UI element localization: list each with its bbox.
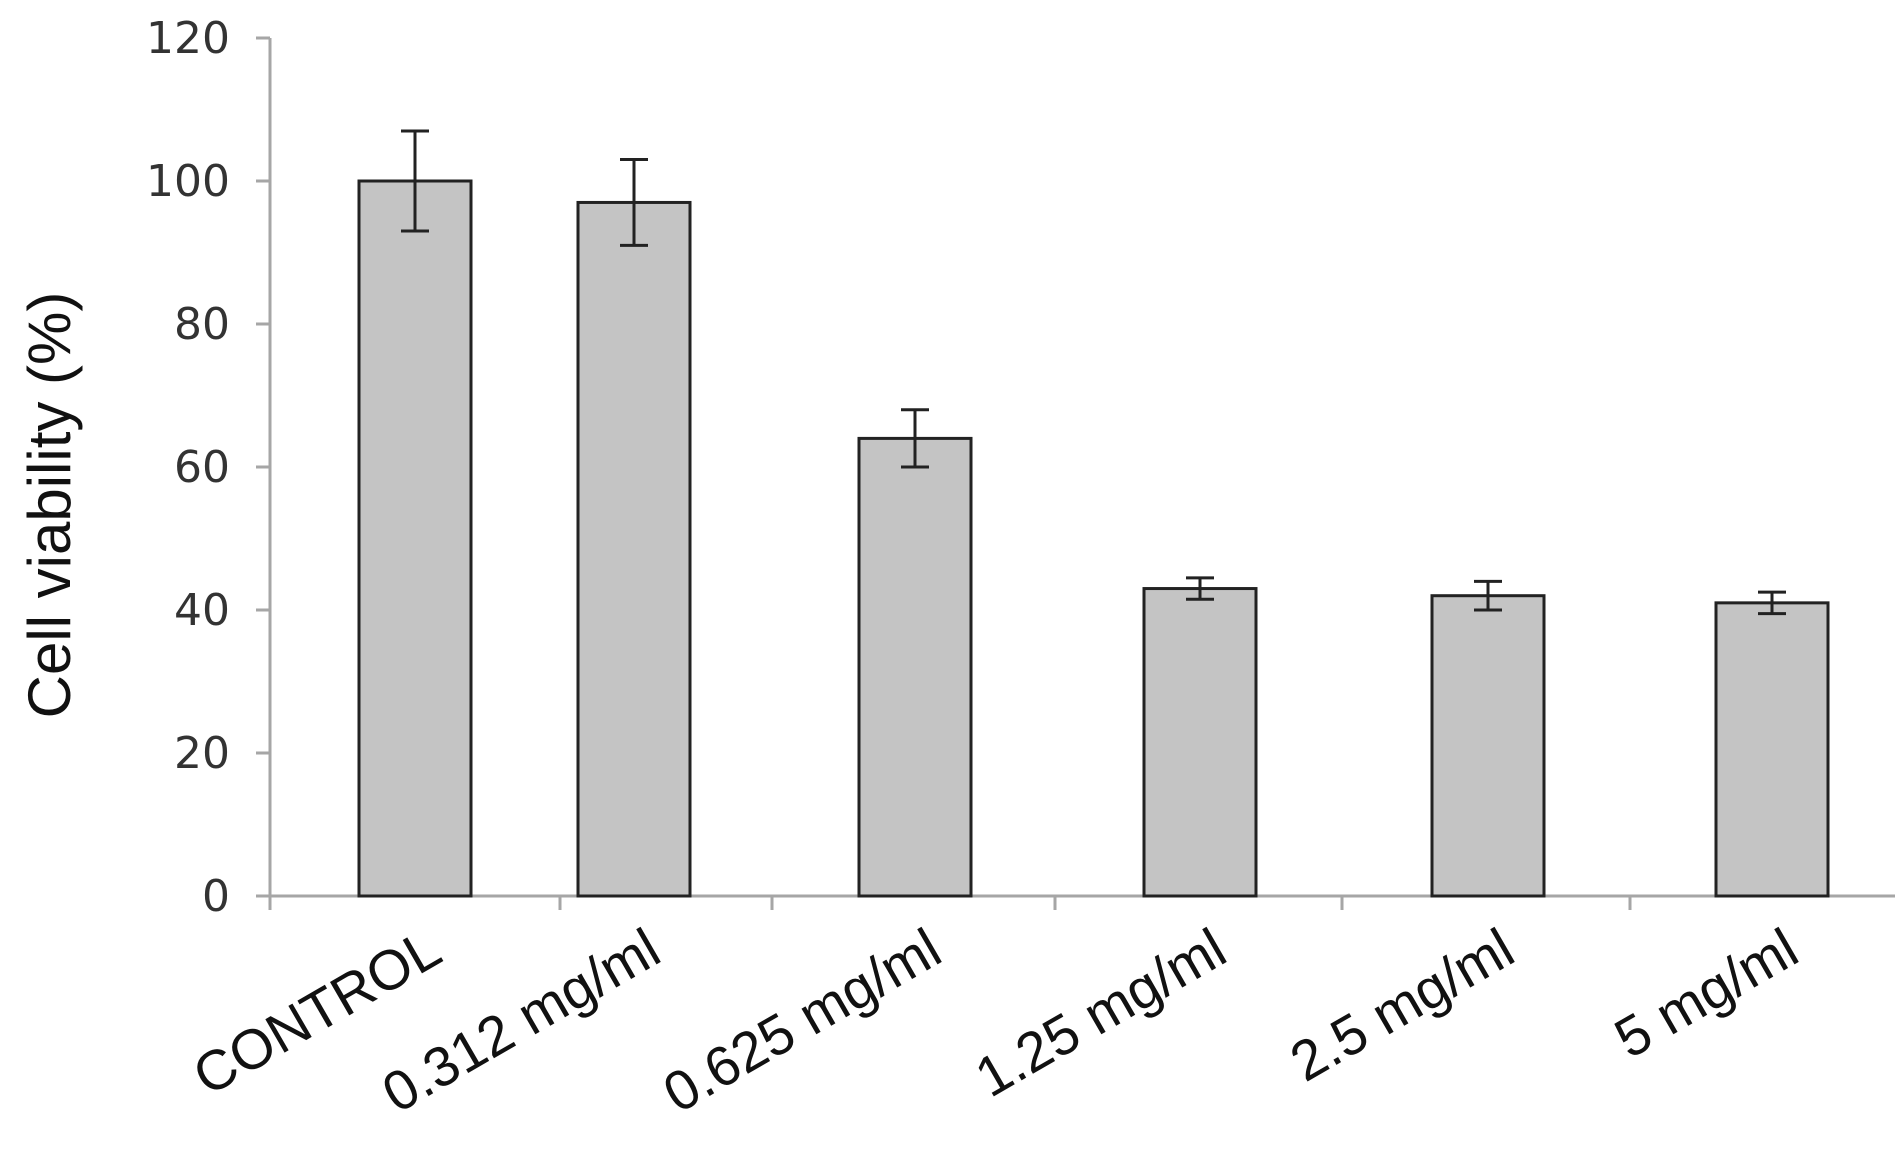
bar (857, 436, 973, 898)
bar (1142, 587, 1258, 898)
error-bar (1186, 576, 1214, 601)
x-tick-label: 1.25 mg/ml (965, 916, 1236, 1109)
y-tick-label: 100 (146, 156, 230, 207)
y-tick-label: 120 (146, 13, 230, 64)
x-tick-label: 5 mg/ml (1604, 916, 1808, 1070)
x-tick-label: 2.5 mg/ml (1280, 916, 1524, 1093)
y-tick-label: 60 (174, 442, 230, 493)
error-bar (901, 408, 929, 469)
y-axis-title: Cell viability (%) (16, 292, 83, 719)
y-tick-label: 0 (202, 871, 230, 922)
bar (1430, 594, 1546, 898)
bar (1714, 601, 1830, 898)
bars (357, 179, 1830, 898)
error-bars (401, 129, 1786, 616)
error-bar (401, 129, 429, 233)
x-tick-label: 0.625 mg/ml (653, 916, 951, 1125)
y-tick-label: 40 (174, 585, 230, 636)
error-bar (620, 158, 648, 247)
y-axis-ticks: 0 20 40 60 80 100 120 (146, 13, 270, 922)
y-tick-label: 20 (174, 728, 230, 779)
axes (268, 38, 1895, 910)
error-bar (1474, 579, 1502, 612)
error-bar (1758, 590, 1786, 616)
bar (357, 179, 473, 898)
y-tick-label: 80 (174, 299, 230, 350)
bar (576, 200, 692, 898)
